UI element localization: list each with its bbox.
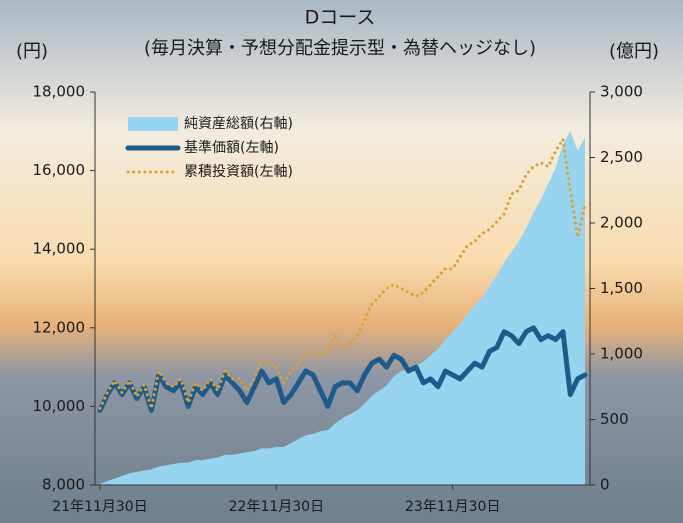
chart-title: Dコース (305, 7, 376, 29)
page: Dコース (毎月決算・予想分配金提示型・為替ヘッジなし) (円) (億円) 8,… (0, 0, 683, 523)
legend-swatch (128, 117, 178, 131)
y2-tick-label: 1,000 (600, 345, 643, 363)
x-tick-label: 23年11月30日 (405, 499, 500, 515)
y2-axis-label: (億円) (609, 41, 659, 62)
y2-tick-label: 3,000 (600, 83, 643, 101)
y-tick-label: 18,000 (33, 83, 86, 101)
y2-tick-label: 1,500 (600, 279, 643, 297)
y-tick-label: 14,000 (33, 240, 86, 258)
legend-label: 累積投資額(左軸) (184, 164, 293, 180)
y-tick-label: 16,000 (33, 161, 86, 179)
chart: Dコース (毎月決算・予想分配金提示型・為替ヘッジなし) (円) (億円) 8,… (0, 0, 683, 523)
legend-label: 純資産総額(右軸) (184, 116, 293, 132)
chart-subtitle: (毎月決算・予想分配金提示型・為替ヘッジなし) (144, 38, 536, 59)
legend-label: 基準価額(左軸) (184, 139, 279, 156)
y-tick-label: 10,000 (33, 397, 86, 415)
y-tick-label: 8,000 (42, 476, 85, 494)
x-tick-label: 22年11月30日 (229, 499, 324, 515)
y-tick-label: 12,000 (33, 318, 86, 336)
y2-tick-label: 0 (600, 476, 610, 494)
x-tick-label: 21年11月30日 (52, 499, 147, 515)
y-axis-label: (円) (16, 41, 48, 62)
y2-tick-label: 500 (600, 410, 629, 428)
y2-tick-label: 2,500 (600, 148, 643, 166)
y2-tick-label: 2,000 (600, 214, 643, 232)
